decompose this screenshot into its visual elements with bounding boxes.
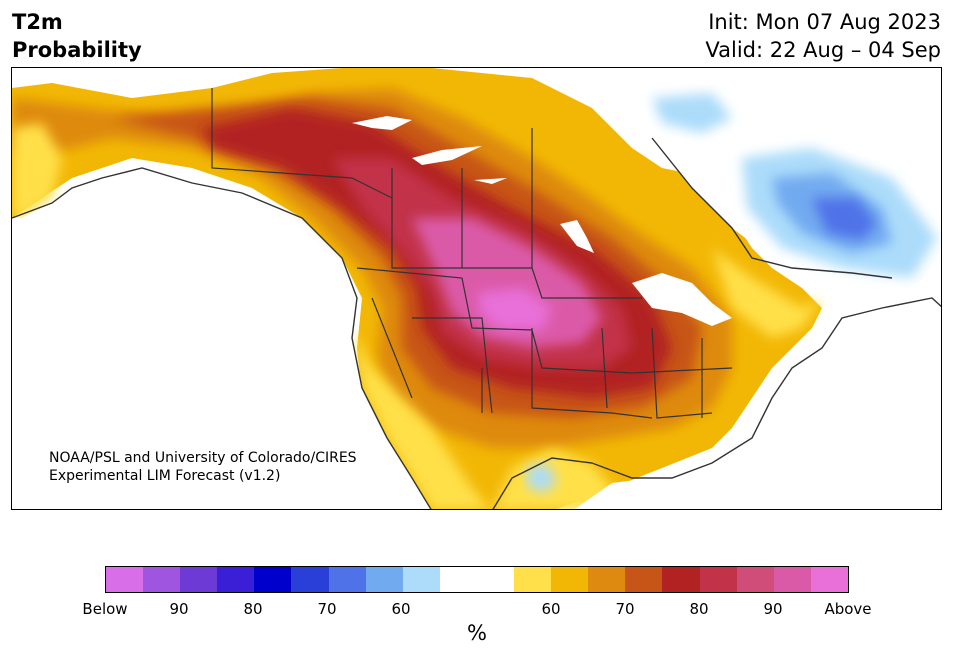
colorbar-label: 90 [763,600,783,618]
colorbar-segment [514,567,552,592]
credit-text: NOAA/PSL and University of Colorado/CIRE… [49,449,357,485]
ocean-areas [12,178,941,509]
colorbar-segment [588,567,626,592]
init-date: Init: Mon 07 Aug 2023 [708,10,941,34]
colorbar-segment [180,567,218,592]
colorbar-label: 60 [391,600,411,618]
colorbar-unit: % [467,621,487,645]
colorbar-segment [291,567,329,592]
colorbar-segment [365,567,403,592]
probability-map-svg [12,68,941,509]
credit-line-1: NOAA/PSL and University of Colorado/CIRE… [49,450,357,466]
title-line-1: T2m [12,10,63,34]
colorbar-segment [439,567,477,592]
lakes [352,116,732,326]
forecast-map [11,67,942,510]
colorbar-segment [551,567,589,592]
colorbar-label: 90 [169,600,189,618]
colorbar-label: Below [82,600,128,618]
colorbar [105,566,849,593]
valid-date: Valid: 22 Aug – 04 Sep [705,38,941,62]
colorbar-label: 70 [317,600,337,618]
colorbar-segment [736,567,774,592]
coastline [12,137,941,509]
colorbar-label: 80 [243,600,263,618]
colorbar-segment [402,567,440,592]
colorbar-label: 60 [541,600,561,618]
colorbar-segment [106,567,144,592]
colorbar-segment [699,567,737,592]
credit-line-2: Experimental LIM Forecast (v1.2) [49,468,281,484]
colorbar-segment [773,567,811,592]
colorbar-segment [476,567,515,592]
colorbar-label: 80 [689,600,709,618]
colorbar-segment [810,567,848,592]
map-title: T2m Probability [12,8,142,64]
colorbar-label: 70 [615,600,635,618]
title-line-2: Probability [12,38,142,62]
land-shading [12,68,822,509]
colorbar-segment [625,567,663,592]
colorbar-segment [328,567,366,592]
colorbar-segment [662,567,700,592]
colorbar-segment [217,567,255,592]
below-normal-area [612,68,941,298]
forecast-dates: Init: Mon 07 Aug 2023 Valid: 22 Aug – 04… [705,8,941,64]
colorbar-label: Above [824,600,872,618]
colorbar-segment [143,567,181,592]
borders [211,88,733,419]
colorbar-segment [254,567,292,592]
